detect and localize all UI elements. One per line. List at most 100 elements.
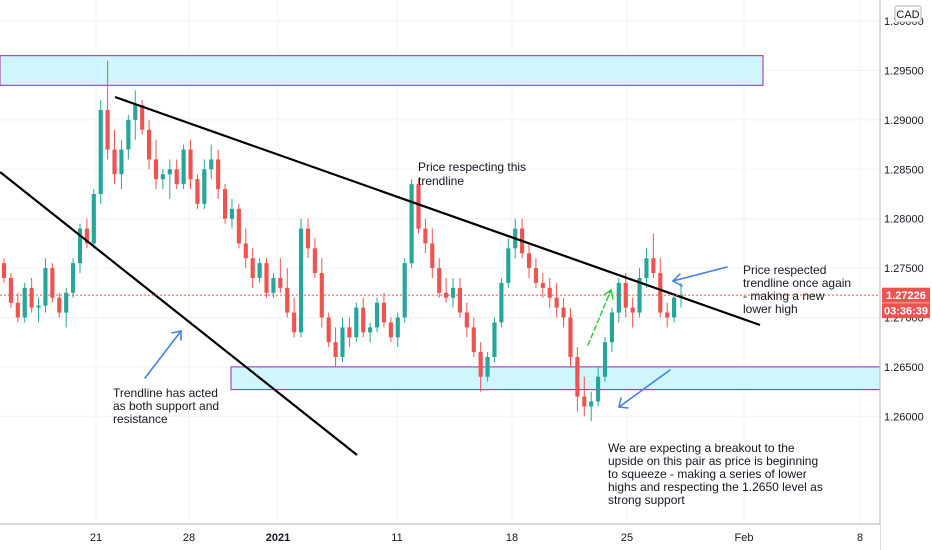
candle-body [243,243,248,259]
candle-body [409,184,414,264]
candle-body [98,110,103,194]
candle-body [665,312,670,318]
candle-body [388,322,393,338]
x-tick-label: 28 [183,532,195,544]
candle-body [188,149,193,180]
annotation-line: - making a new [743,289,825,303]
y-tick-label: 1.28000 [884,214,924,226]
annotation-line: highs and respecting the 1.2650 level as [608,480,823,494]
candle-body [264,263,269,293]
candle-body [1,263,7,278]
candle-body [651,258,656,274]
lower-high-arrow-icon [671,266,728,287]
candle-body [29,287,34,308]
squeeze-arrow-icon [618,369,671,409]
candle-body [450,287,456,298]
annotation-trend: Price respecting this trendline [418,160,529,188]
annotation-line: upside on this pair as price is beginnin… [608,454,818,468]
candle-body [222,189,228,219]
candle-body [160,174,165,180]
candle-body [153,159,159,180]
candle-body [209,159,214,170]
candle-body [195,179,200,204]
candle-body [568,317,573,358]
annotation-line: as both support and [113,399,219,413]
candle-body [271,277,276,293]
y-tick-label: 1.27500 [884,263,924,275]
candle-body [561,307,566,318]
candle-body [464,312,469,328]
candle-body [499,282,504,323]
candle-body [444,292,449,298]
x-tick-label: Feb [735,532,754,544]
candle-body [340,327,345,358]
price-zones [0,55,881,391]
annotation-line: trendline [418,174,464,188]
candle-body [91,194,96,244]
candle-body [133,105,138,120]
candle-body [229,208,235,219]
support-zone [230,366,881,391]
candle-body [609,312,614,343]
annotation-line: resistance [113,412,168,426]
candle-body [105,110,110,150]
candle-body [416,184,421,229]
candle-body [50,268,55,298]
candle-body [589,401,594,407]
time-axis[interactable]: 21 28 2021 11 18 25 Feb 8 [0,523,880,550]
candle-body [15,302,20,318]
x-tick-label: 25 [621,532,633,544]
candle-body [395,317,400,338]
candle-body [368,327,373,333]
candle-body [540,282,545,288]
candle-body [361,307,366,333]
candle-body [305,228,311,249]
y-tick-label: 1.28500 [884,164,924,176]
annotation-line: trendline once again [743,276,851,290]
candle-body [478,352,483,377]
candle-body [381,302,387,323]
candle-body [554,297,559,308]
candle-body [637,277,642,313]
annotation-line: lower high [743,302,798,316]
candle-body [292,312,297,333]
annotation-support: Trendline has acted as both support and … [113,386,222,426]
candle-body [126,119,131,150]
candle-body [64,292,69,313]
last-price-value: 1.27226 [886,290,926,302]
candle-body [146,129,152,160]
breakout-arrow-icon [587,288,614,346]
candle-body [43,268,48,306]
resistance-zone [0,55,764,86]
candle-body [547,287,552,298]
candle-body [167,169,172,175]
candle-body [354,307,359,338]
candle-body [202,169,207,204]
candle-body [457,287,463,313]
candle-body [298,228,304,333]
annotation-line: Price respected [743,263,826,277]
candle-body [326,317,331,343]
annotation-line: strong support [608,493,685,507]
y-tick-label: 1.29500 [884,66,924,78]
candle-body [485,357,490,377]
candle-body [312,248,317,274]
candle-body [437,268,442,293]
candle-body [140,105,145,130]
y-tick-label: 1.29000 [884,115,924,127]
candle-body [582,396,587,407]
price-axis[interactable]: 1.300001.295001.290001.285001.280001.275… [879,0,932,550]
x-tick-label: 8 [857,532,863,544]
candle-body [174,169,179,185]
annotation-line: Trendline has acted [113,386,218,400]
candle-body [644,258,649,278]
candle-body [658,273,663,313]
candle-body [216,159,221,190]
candle-body [492,322,497,358]
annotation-line: We are expecting a breakout to the [608,441,795,455]
candle-body [402,263,407,318]
candle-body [672,297,677,318]
candle-body [22,287,27,318]
candle-body [36,305,41,308]
